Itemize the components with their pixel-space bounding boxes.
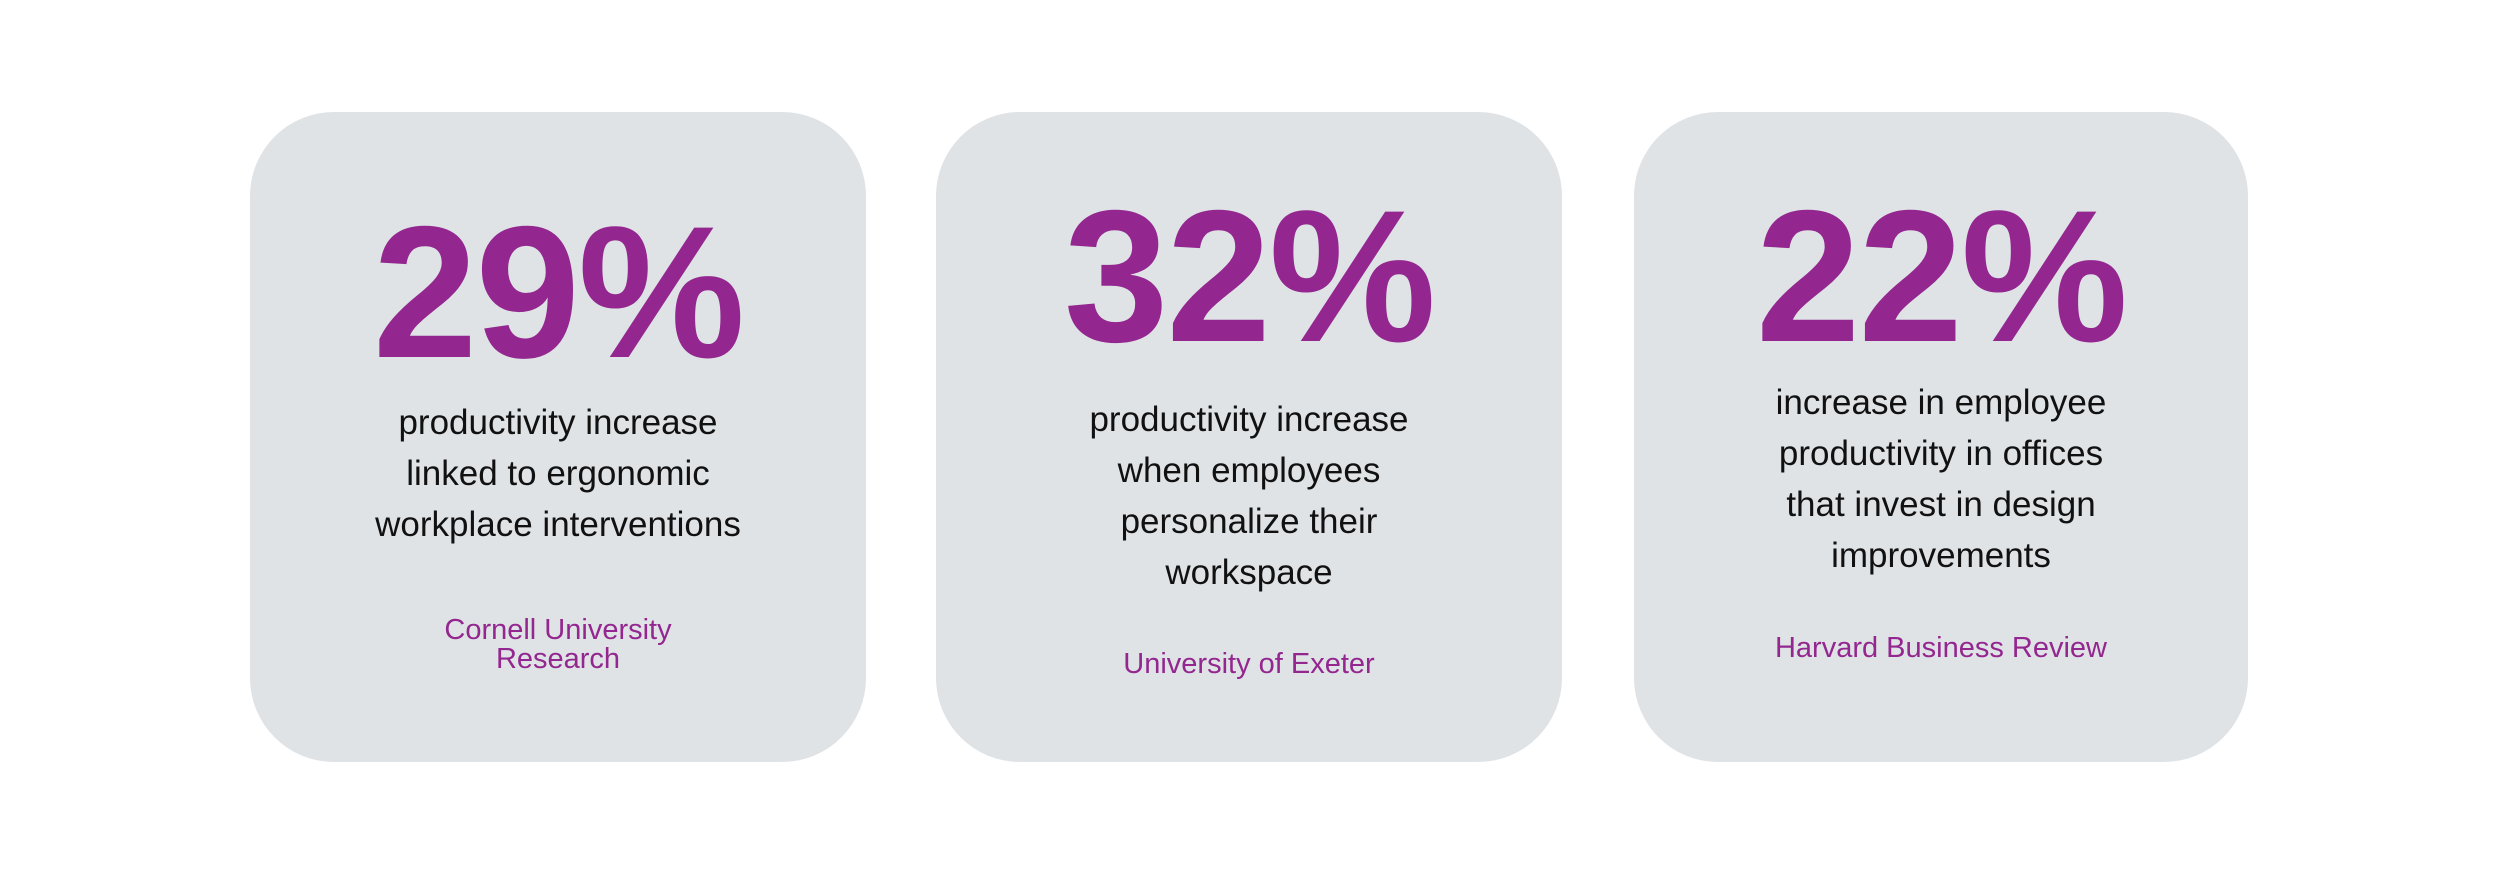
source-line: Research — [495, 643, 621, 675]
stat-source: University of Exeter — [936, 650, 1562, 679]
source-line: Cornell University — [444, 614, 672, 646]
description-line: when employees — [1117, 451, 1381, 490]
source-line: University of Exeter — [1123, 648, 1375, 680]
stat-description: productivity increase when employees per… — [936, 394, 1562, 598]
stat-card: 29% productivity increase linked to ergo… — [250, 112, 866, 762]
stat-description: productivity increase linked to ergonomi… — [250, 397, 866, 550]
description-line: personalize their — [1120, 502, 1378, 541]
description-line: workspace — [1165, 553, 1333, 592]
stat-source: Cornell University Research — [250, 616, 866, 674]
stat-card: 32% productivity increase when employees… — [936, 112, 1562, 762]
description-line: productivity increase — [1089, 400, 1409, 439]
stat-description: increase in employee productivity in off… — [1634, 377, 2248, 581]
stat-value: 29% — [372, 187, 745, 397]
description-line: that invest in design — [1786, 485, 2096, 524]
description-line: productivity increase — [398, 403, 718, 442]
source-line: Harvard Business Review — [1774, 632, 2107, 664]
description-line: increase in employee — [1775, 383, 2107, 422]
description-line: improvements — [1831, 536, 2051, 575]
description-line: linked to ergonomic — [406, 454, 710, 493]
stat-card: 22% increase in employee productivity in… — [1634, 112, 2248, 762]
description-line: workplace interventions — [375, 505, 741, 544]
stat-source: Harvard Business Review — [1634, 634, 2248, 663]
description-line: productivity in offices — [1778, 434, 2104, 473]
stat-value: 22% — [1755, 171, 2128, 381]
stat-value: 32% — [1063, 171, 1436, 381]
